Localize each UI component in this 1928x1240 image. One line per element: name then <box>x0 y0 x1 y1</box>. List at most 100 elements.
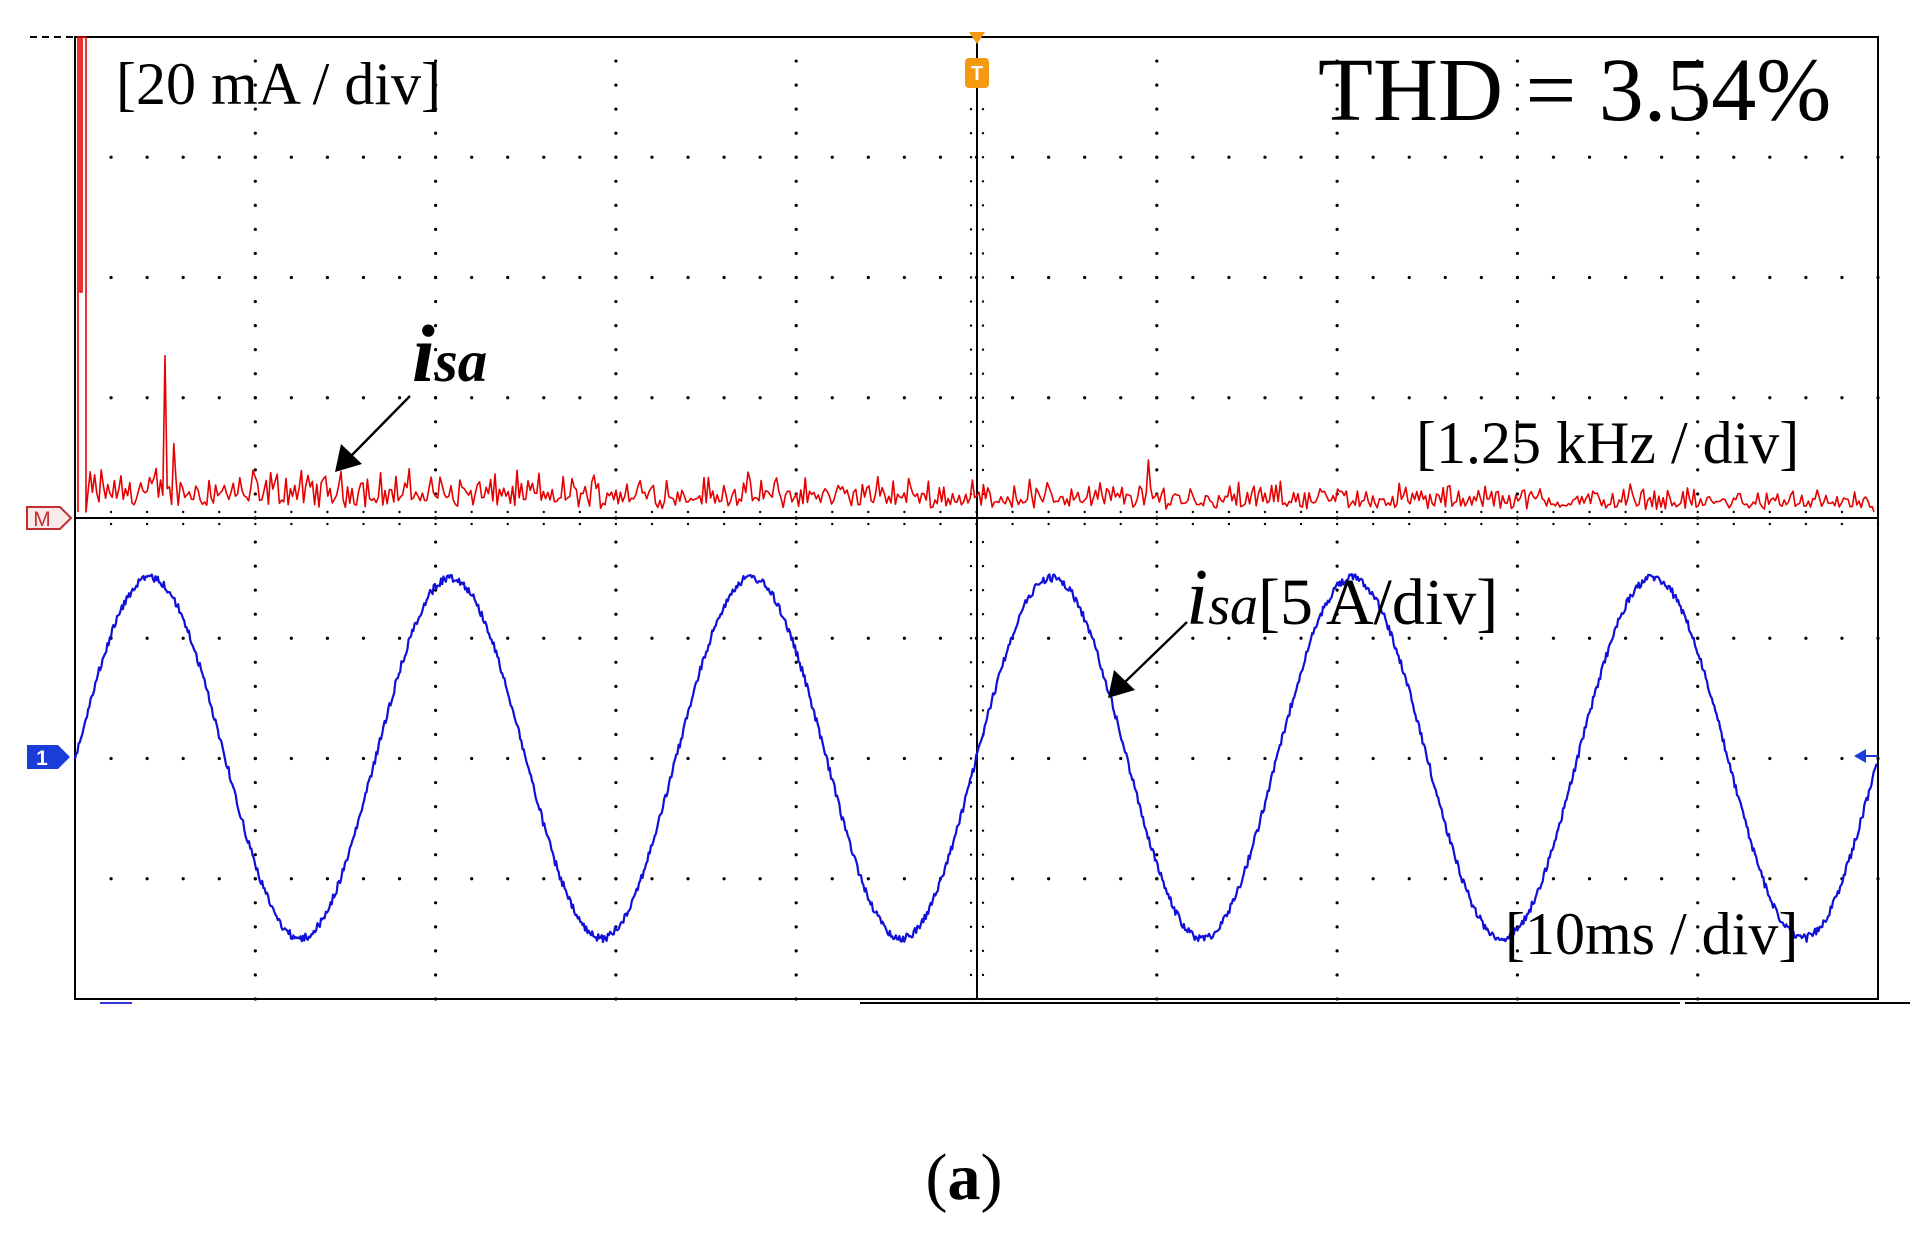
grid-dot <box>981 204 985 207</box>
grid-dot <box>289 636 293 640</box>
grid-dot <box>1696 348 1700 352</box>
grid-dot <box>686 756 690 761</box>
grid-dot <box>969 757 973 760</box>
grid-dot <box>218 510 221 514</box>
grid-dot <box>969 107 973 111</box>
grid-dot <box>1155 564 1159 568</box>
grid-dot <box>1587 756 1592 761</box>
grid-dot <box>1696 83 1700 87</box>
grid-dot <box>1371 396 1375 400</box>
grid-dot <box>217 275 221 280</box>
grid-dot <box>1371 510 1375 514</box>
grid-dot <box>1696 155 1700 159</box>
grid-dot <box>1696 131 1700 135</box>
grid-dot <box>1155 853 1159 857</box>
grid-dot <box>686 510 690 514</box>
grid-dot <box>1335 901 1339 905</box>
grid-dot <box>434 780 438 785</box>
grid-dot <box>939 510 942 514</box>
grid-dot <box>1515 492 1519 496</box>
grid-dot <box>969 372 973 375</box>
grid-dot <box>614 131 618 135</box>
math-channel-marker: M <box>26 506 73 531</box>
grid-dot <box>1516 522 1519 526</box>
grid-dot <box>758 510 762 514</box>
grid-dot <box>1155 708 1159 713</box>
grid-dot <box>470 522 473 526</box>
grid-dot <box>614 780 618 785</box>
grid-dot <box>1443 636 1447 640</box>
grid-dot <box>506 510 509 514</box>
grid-dot <box>1696 973 1700 977</box>
grid-dot <box>830 155 834 159</box>
grid-dot <box>1335 780 1339 785</box>
grid-dot <box>434 636 438 640</box>
grid-dot <box>1732 877 1736 881</box>
grid-dot <box>254 510 257 514</box>
grid-dot <box>361 396 366 400</box>
grid-dot <box>1191 756 1195 761</box>
current-signal-label: isa[5 A/div] <box>1186 558 1498 638</box>
grid-dot <box>253 901 257 905</box>
grid-dot <box>1588 522 1591 526</box>
grid-dot <box>434 396 438 400</box>
grid-dot <box>1587 396 1592 400</box>
grid-dot <box>1407 275 1411 280</box>
grid-dot <box>969 276 973 279</box>
grid-dot <box>1696 203 1700 207</box>
grid-dot <box>1371 522 1375 526</box>
grid-dot <box>1696 877 1700 881</box>
grid-dot <box>614 203 618 207</box>
grid-dot <box>1768 522 1772 526</box>
grid-dot <box>794 853 798 857</box>
grid-dot <box>1623 396 1628 400</box>
grid-dot <box>981 829 985 832</box>
grid-dot <box>1371 636 1375 640</box>
grid-dot <box>397 877 402 881</box>
grid-dot <box>1371 275 1375 280</box>
grid-dot <box>614 853 618 857</box>
grid-dot <box>1768 877 1772 881</box>
grid-dot <box>866 877 870 881</box>
grid-dot <box>361 275 366 280</box>
grid-dot <box>981 613 985 616</box>
grid-dot <box>470 636 474 640</box>
grid-dot <box>362 522 365 526</box>
grid-dot <box>506 636 510 640</box>
grid-dot <box>981 901 985 904</box>
grid-dot <box>1335 564 1339 568</box>
grid-dot <box>1191 877 1195 881</box>
grid-dot <box>1083 155 1087 159</box>
current-label-arrowhead <box>1108 670 1135 698</box>
grid-dot <box>542 275 546 280</box>
grid-dot <box>1083 510 1086 514</box>
grid-dot <box>1155 756 1159 761</box>
caption-letter: a <box>947 1141 981 1214</box>
grid-dot <box>794 131 798 135</box>
grid-dot <box>1263 636 1267 640</box>
grid-dot <box>939 522 942 526</box>
grid-dot <box>1155 396 1159 400</box>
grid-dot <box>145 275 149 280</box>
grid-dot <box>326 522 329 526</box>
grid-dot <box>1768 155 1772 159</box>
grid-dot <box>1660 877 1664 881</box>
grid-dot <box>1515 660 1519 664</box>
grid-dot <box>1479 877 1483 881</box>
grid-dot <box>794 540 798 544</box>
grid-dot <box>1660 510 1663 514</box>
grid-dot <box>938 636 943 640</box>
grid-dot <box>614 684 618 688</box>
grid-dot <box>253 684 257 688</box>
grid-dot <box>1335 299 1339 304</box>
grid-dot <box>981 420 985 423</box>
grid-dot <box>1119 636 1123 640</box>
grid-dot <box>969 564 973 568</box>
grid-dot <box>1191 510 1195 514</box>
grid-dot <box>1804 756 1808 761</box>
grid-dot <box>1587 877 1592 881</box>
grid-dot <box>1515 805 1519 809</box>
grid-dot <box>1696 179 1700 183</box>
grid-dot <box>253 973 257 977</box>
grid-dot <box>289 275 293 280</box>
